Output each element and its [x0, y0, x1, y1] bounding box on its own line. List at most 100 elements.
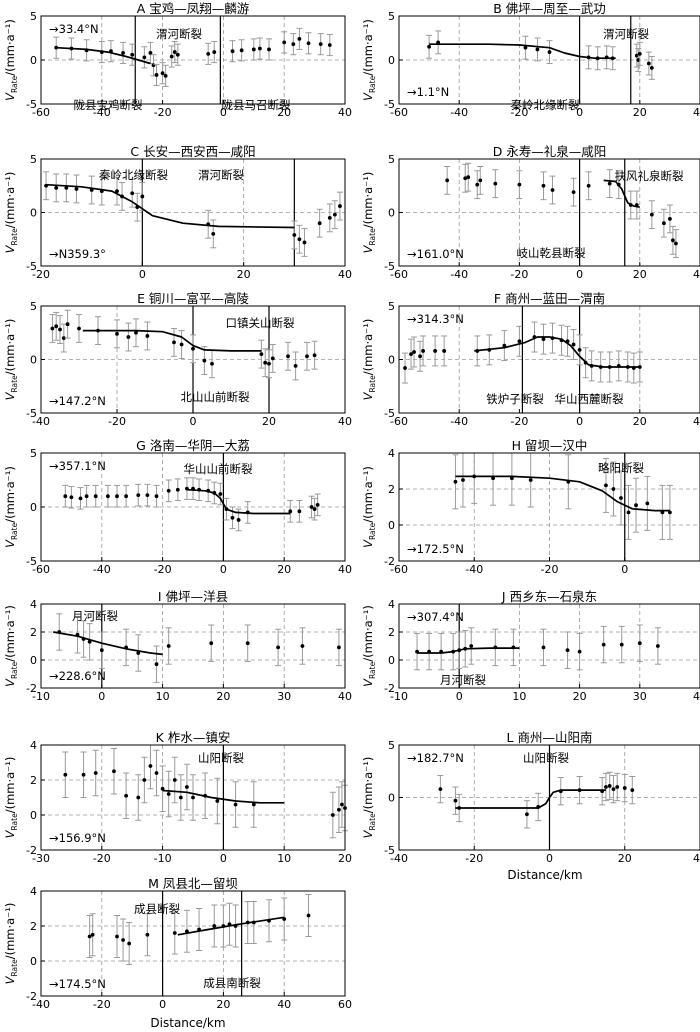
fit-curve — [455, 475, 670, 512]
x-tick-label: 20 — [216, 998, 230, 1011]
data-point — [601, 642, 606, 647]
data-point — [63, 772, 68, 777]
y-axis-title: VRate/(mm·a⁻¹) — [361, 605, 377, 687]
y-tick-label: 0 — [30, 354, 37, 367]
fault-annotation: 岐山乾县断裂 — [517, 246, 586, 260]
data-point — [145, 932, 150, 937]
data-point — [69, 495, 74, 500]
y-axis-title-v: V — [3, 829, 17, 838]
data-point — [54, 324, 59, 329]
y-axis-title: VRate/(mm·a⁻¹) — [361, 319, 377, 401]
panel-C: -20 0 20 40 -5 0 5 C 长安—西安西—咸阳 →N359.3° 秦岭北缘断裂 渭河断… — [3, 144, 352, 281]
data-point — [93, 494, 98, 499]
x-tick-label: 0 — [546, 852, 553, 865]
data-point — [115, 494, 119, 499]
data-point — [276, 645, 281, 650]
data-point — [535, 47, 540, 52]
data-point — [547, 50, 552, 54]
data-point — [178, 795, 183, 800]
plot-frame — [40, 890, 346, 997]
y-axis-title-unit: /(mm·a⁻¹) — [3, 172, 17, 229]
data-point — [130, 191, 135, 196]
data-point — [61, 336, 66, 340]
data-point — [218, 492, 223, 496]
y-axis-title-unit: /(mm·a⁻¹) — [361, 757, 375, 814]
x-axis-title-left: Distance/km — [150, 1016, 225, 1030]
data-point — [124, 494, 129, 499]
y-axis-title-v: V — [3, 92, 17, 101]
data-point — [148, 764, 153, 768]
x-tick-label: -20 — [108, 415, 126, 428]
data-point — [99, 648, 104, 653]
x-tick-label: -30 — [32, 852, 50, 865]
y-tick-label: 4 — [388, 447, 395, 460]
data-point — [550, 188, 555, 192]
x-tick-label: 40 — [338, 563, 352, 576]
fault-annotation: 陇县马召断裂 — [222, 98, 291, 112]
data-point — [74, 187, 79, 191]
y-axis-title-sub: Rate — [10, 228, 19, 246]
data-point — [337, 807, 341, 812]
data-point — [124, 793, 129, 798]
x-tick-label: 0 — [456, 690, 463, 703]
y-tick-label: 0 — [30, 54, 37, 67]
y-axis-title-v: V — [3, 244, 17, 253]
y-tick-label: -5 — [26, 98, 37, 111]
data-point — [154, 662, 159, 667]
y-tick-label: 5 — [30, 300, 37, 313]
panel-title: H 留坝—汉中 — [512, 438, 588, 453]
y-axis-title-unit: /(mm·a⁻¹) — [361, 605, 375, 662]
data-point — [130, 52, 135, 57]
data-point — [297, 36, 302, 41]
data-point — [649, 66, 654, 70]
data-point — [302, 240, 307, 245]
data-point — [523, 45, 528, 50]
data-point — [115, 934, 119, 939]
data-point — [245, 641, 250, 646]
y-tick-label: -2 — [384, 682, 395, 695]
data-point — [528, 478, 533, 482]
data-point — [215, 799, 220, 803]
data-point — [169, 54, 174, 59]
data-point — [206, 51, 211, 56]
x-tick-label: 0 — [220, 852, 227, 865]
data-point — [282, 40, 287, 45]
y-axis-title-sub: Rate — [10, 75, 19, 93]
data-point — [607, 784, 612, 788]
panel-title: G 洛南—华阴—大荔 — [136, 438, 250, 453]
data-point — [312, 507, 317, 512]
y-tick-label: 0 — [388, 654, 395, 667]
y-axis-title: VRate/(mm·a⁻¹) — [361, 172, 377, 254]
data-point — [127, 941, 132, 946]
x-axis-title-right: Distance/km — [507, 868, 582, 882]
fault-annotation: 扶风礼泉断裂 — [615, 169, 684, 183]
x-tick-label: -60 — [32, 106, 50, 119]
direction-label: →147.2°N — [49, 394, 106, 408]
x-tick-label: 40 — [693, 106, 700, 119]
data-point — [64, 185, 69, 190]
x-tick-label: 30 — [633, 690, 647, 703]
data-point — [655, 644, 660, 648]
y-axis-title-sub: Rate — [10, 522, 19, 540]
x-tick-label: -40 — [450, 268, 468, 281]
data-point — [409, 352, 413, 357]
data-point — [469, 644, 474, 648]
data-point — [671, 238, 675, 243]
panel-title: L 商州—山阳南 — [507, 730, 593, 745]
x-tick-label: 40 — [693, 690, 700, 703]
data-point — [674, 241, 678, 246]
data-point — [210, 361, 214, 366]
data-point — [84, 494, 89, 499]
y-axis-title-v: V — [361, 539, 375, 548]
data-point — [185, 785, 189, 789]
data-point — [300, 644, 305, 648]
fault-annotation: 山阳断裂 — [198, 751, 244, 765]
data-point — [586, 183, 591, 188]
panel-title: M 凤县北—留坝 — [148, 876, 238, 891]
data-point — [267, 47, 271, 52]
x-tick-label: -60 — [390, 415, 408, 428]
fault-annotation: 陇县宝鸡断裂 — [74, 98, 143, 112]
data-point — [54, 185, 59, 190]
y-axis-title: VRate/(mm·a⁻¹) — [3, 605, 19, 687]
